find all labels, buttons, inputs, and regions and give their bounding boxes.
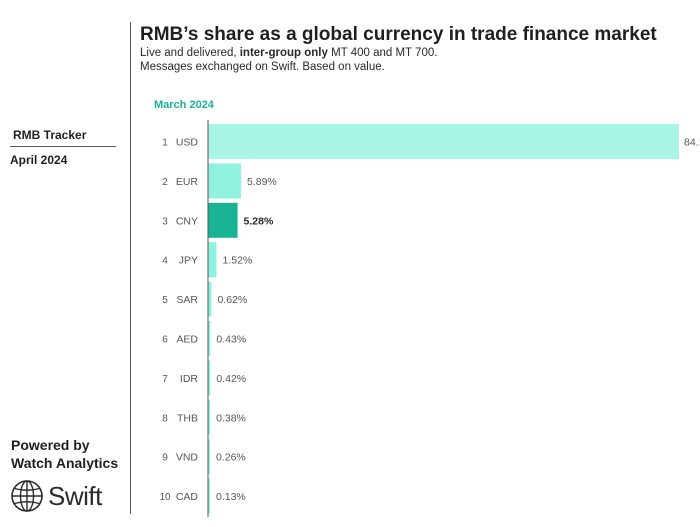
tracker-divider [10, 146, 116, 147]
category-label: THB [177, 412, 198, 424]
swift-logo-text: Swift [48, 481, 102, 511]
value-label: 5.28% [244, 215, 274, 227]
swift-logo: Swift [11, 480, 102, 512]
subtitle-bold: inter-group only [239, 47, 328, 59]
value-label: 0.13% [216, 491, 246, 503]
category-label: SAR [176, 294, 198, 306]
category-label: CNY [176, 215, 198, 227]
chart-title: RMB’s share as a global currency in trad… [140, 24, 657, 45]
category-label: EUR [176, 176, 199, 188]
tracker-date: April 2024 [10, 153, 68, 167]
vertical-divider [130, 22, 131, 514]
value-label: 0.43% [216, 334, 246, 346]
subtitle-line1: Live and delivered, inter-group only MT … [140, 46, 437, 60]
bar-vnd [208, 439, 210, 475]
rank-label: 7 [162, 374, 168, 385]
value-label: 0.42% [216, 373, 246, 385]
value-label: 5.89% [247, 176, 277, 188]
bar-cad [208, 478, 210, 514]
rank-label: 8 [162, 413, 168, 424]
category-label: AED [176, 334, 198, 346]
powered-by-line2: Watch Analytics [11, 455, 119, 471]
bar-jpy [208, 242, 217, 278]
subtitle-suffix: MT 400 and MT 700. [327, 47, 438, 59]
value-label: 84.13% [684, 137, 700, 149]
value-label: 0.62% [217, 294, 247, 306]
bar-thb [208, 399, 211, 435]
category-label: CAD [176, 491, 199, 503]
bar-cny [208, 202, 238, 238]
bar-eur [208, 163, 241, 199]
value-label: 0.38% [216, 412, 246, 424]
bar-idr [208, 360, 211, 396]
powered-by: Powered by Watch Analytics [11, 436, 118, 472]
powered-by-line1: Powered by [11, 437, 90, 453]
rank-label: 9 [162, 453, 168, 464]
bar-aed [208, 321, 211, 356]
sidebar: RMB Tracker April 2024 Powered by Watch … [0, 0, 130, 527]
value-label: 0.26% [216, 452, 246, 464]
globe-icon [11, 480, 43, 512]
category-label: USD [176, 137, 199, 149]
period-label: March 2024 [154, 99, 214, 111]
rank-label: 6 [162, 335, 168, 346]
category-label: IDR [180, 373, 199, 385]
bar-sar [208, 281, 212, 317]
rank-label: 1 [162, 138, 168, 149]
category-label: JPY [179, 255, 198, 267]
category-label: VND [176, 452, 199, 464]
value-label: 1.52% [223, 255, 253, 267]
subtitle-prefix: Live and delivered, [140, 47, 240, 59]
rank-label: 10 [159, 492, 171, 503]
rank-label: 4 [162, 256, 168, 267]
tracker-title: RMB Tracker [13, 128, 87, 142]
chart-subtitle: Live and delivered, inter-group only MT … [140, 46, 437, 74]
rank-label: 2 [162, 177, 168, 188]
rank-label: 3 [162, 216, 168, 227]
bar-usd [208, 124, 679, 159]
rank-label: 5 [162, 295, 168, 306]
subtitle-line2: Messages exchanged on Swift. Based on va… [140, 61, 385, 73]
